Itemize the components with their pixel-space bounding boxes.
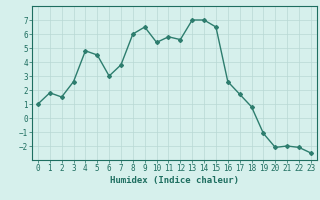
X-axis label: Humidex (Indice chaleur): Humidex (Indice chaleur)	[110, 176, 239, 185]
